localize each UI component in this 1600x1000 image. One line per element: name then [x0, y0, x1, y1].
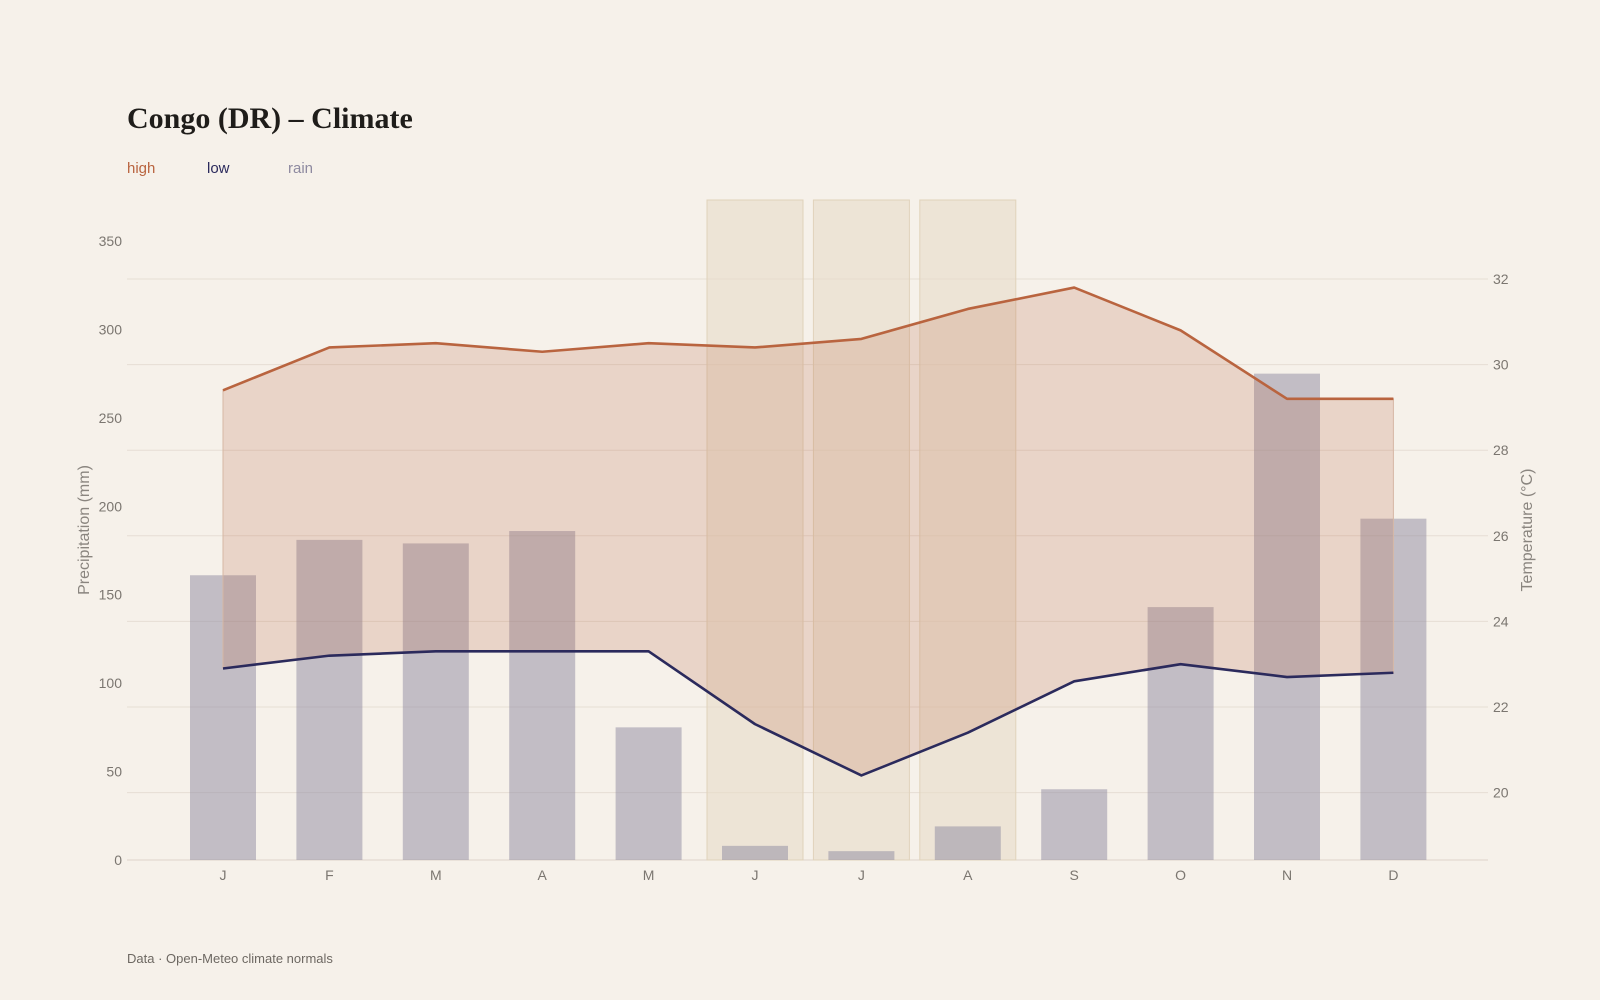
x-tick-label: M: [430, 867, 442, 883]
high-temperature-line: [222, 286, 1394, 401]
y-right-tick-label: 28: [1493, 442, 1509, 458]
temperature-range-band: [222, 287, 1394, 777]
rain-bar: [509, 531, 576, 860]
temperature-band: [222, 287, 1394, 777]
x-tick-label: A: [538, 867, 548, 883]
x-tick-label: J: [220, 867, 227, 883]
y-axis-right-title: Temperature (°C): [1519, 469, 1536, 592]
dry-season-highlights: [706, 199, 1017, 861]
data-source-note: Data · Open-Meteo climate normals: [127, 951, 333, 966]
axes: 0 50 100 150 200 250 300 350 20 22 24 26 28 30 32 J F M A M…: [99, 233, 1509, 883]
rain-bar: [402, 543, 469, 860]
low-temperature-line: [222, 650, 1394, 777]
legend-rain: rain: [288, 160, 314, 177]
rain-bar: [1147, 607, 1214, 860]
x-tick-label: O: [1175, 867, 1186, 883]
rain-bar: [1041, 789, 1108, 860]
x-tick-label: J: [752, 867, 759, 883]
temperature-lines: [222, 286, 1394, 777]
x-tick-label: S: [1070, 867, 1079, 883]
rain-bar: [1254, 373, 1320, 860]
y-left-tick-label: 0: [114, 852, 122, 868]
y-right-tick-label: 20: [1493, 785, 1509, 801]
x-tick-label: D: [1388, 867, 1398, 883]
y-left-tick-label: 350: [99, 233, 123, 249]
x-tick-label: A: [963, 867, 973, 883]
y-right-tick-label: 22: [1493, 699, 1509, 715]
x-tick-label: M: [643, 867, 655, 883]
y-left-tick-label: 300: [99, 321, 123, 337]
y-right-tick-label: 30: [1493, 357, 1509, 373]
legend-high: high: [127, 160, 156, 177]
y-axis-left-title: Precipitation (mm): [76, 465, 93, 595]
y-left-tick-label: 50: [106, 764, 122, 780]
y-right-tick-label: 32: [1493, 271, 1509, 287]
chart-title: Congo (DR) – Climate: [127, 102, 413, 135]
rain-bar: [934, 826, 1001, 860]
rain-bar: [615, 727, 682, 860]
y-left-tick-label: 250: [99, 410, 123, 426]
x-tick-label: F: [325, 867, 334, 883]
y-left-tick-label: 200: [99, 498, 123, 514]
rain-bar: [296, 539, 363, 860]
legend-low: low: [207, 160, 230, 177]
rain-bar: [828, 851, 895, 860]
y-right-tick-label: 24: [1493, 613, 1509, 629]
y-left-tick-label: 100: [99, 675, 123, 691]
x-tick-label: J: [858, 867, 865, 883]
y-right-tick-label: 26: [1493, 528, 1509, 544]
x-tick-label: N: [1282, 867, 1292, 883]
rain-bar: [722, 845, 788, 860]
y-left-tick-label: 150: [99, 587, 123, 603]
dry-season-highlight: [706, 199, 804, 861]
